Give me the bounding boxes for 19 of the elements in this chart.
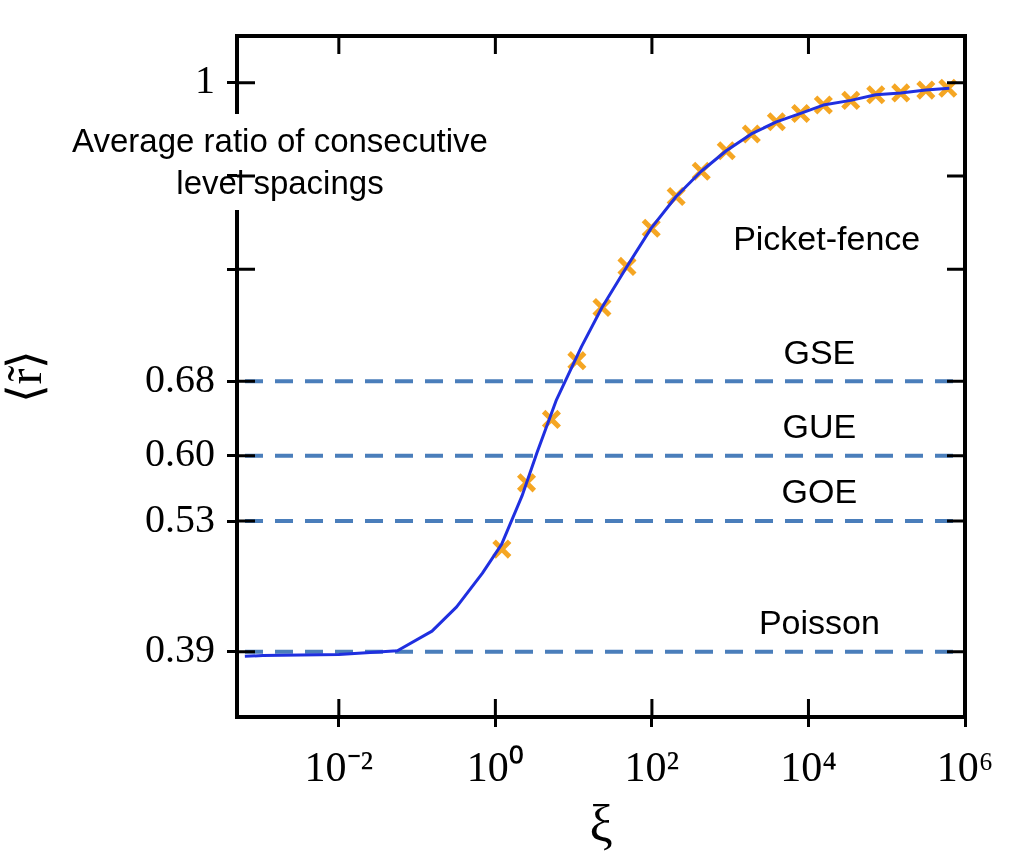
x-tick-label: 10⁶: [936, 744, 994, 791]
text: Average ratio of consecutive level spacings: [71, 121, 489, 203]
y-tick-label: 0.60: [145, 430, 215, 476]
y-tick-label: 1: [195, 57, 215, 103]
ref-line-label: Poisson: [758, 603, 880, 642]
x-axis-title: ξ: [589, 795, 613, 853]
annotation: Picket-fence: [733, 218, 921, 257]
point: [491, 538, 513, 560]
ref-line-label: GOE: [781, 472, 858, 511]
y-tick-label: 0.68: [145, 355, 215, 401]
ref-line-label: GUE: [782, 407, 857, 446]
x-tick-label: 10⁻²: [304, 744, 374, 791]
ref-line-label: GSE: [783, 332, 856, 371]
y-tick-label: 0.39: [145, 626, 215, 672]
x-tick-label: 10²: [624, 744, 680, 791]
x-tick-label: 10⁰: [466, 744, 524, 791]
y-tick-label: 0.53: [145, 495, 215, 541]
y-axis-title: ⟨r̃⟩: [0, 349, 52, 404]
x-tick-label: 10⁴: [780, 744, 837, 791]
